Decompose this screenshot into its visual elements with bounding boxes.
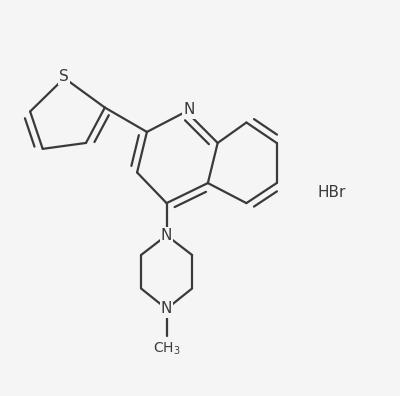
- Text: N: N: [161, 228, 172, 243]
- Text: HBr: HBr: [318, 185, 346, 200]
- Text: N: N: [161, 301, 172, 316]
- Text: N: N: [184, 103, 195, 118]
- Text: S: S: [60, 69, 69, 84]
- Text: CH$_3$: CH$_3$: [153, 340, 180, 357]
